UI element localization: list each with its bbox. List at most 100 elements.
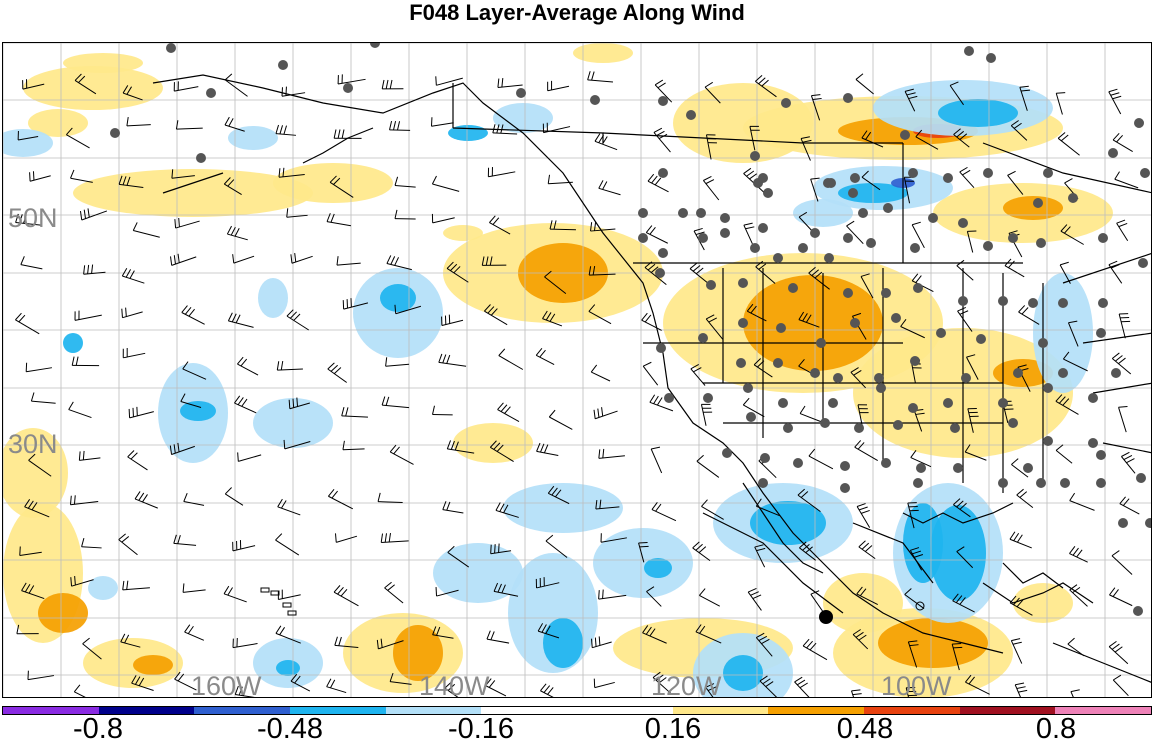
wind-barb	[857, 504, 870, 528]
wind-barb	[183, 583, 206, 592]
wind-barb	[744, 223, 754, 244]
station-marker	[696, 208, 706, 218]
station-marker	[658, 248, 668, 258]
station-marker	[788, 283, 798, 293]
wind-barb	[175, 218, 200, 228]
wind-barb	[595, 134, 617, 150]
shading-blob	[878, 618, 988, 668]
station-marker	[698, 233, 708, 243]
shading-blob	[938, 99, 1018, 127]
shading-blob	[743, 275, 883, 371]
wind-barb	[72, 357, 99, 366]
station-marker	[778, 398, 788, 408]
station-marker	[983, 241, 993, 251]
station-marker	[958, 218, 968, 228]
colorbar-label-neg-0-16: -0.16	[448, 713, 514, 746]
wind-barb	[382, 80, 403, 89]
station-marker	[916, 463, 926, 473]
wind-barb	[701, 404, 712, 425]
shading-blob	[276, 660, 300, 676]
station-marker	[1133, 606, 1143, 616]
wind-barb	[1017, 489, 1033, 507]
station-marker	[998, 398, 1008, 408]
station-marker	[763, 188, 773, 198]
station-marker	[893, 420, 903, 430]
highlight-marker	[819, 610, 833, 624]
station-marker	[910, 356, 920, 366]
island	[261, 588, 269, 592]
station-marker	[686, 110, 696, 120]
station-marker	[1008, 233, 1018, 243]
station-marker	[913, 478, 923, 488]
station-marker	[823, 178, 833, 188]
wind-barb	[228, 313, 253, 328]
wind-barb	[395, 177, 416, 187]
wind-barb	[237, 357, 258, 375]
station-marker	[928, 213, 938, 223]
station-marker	[370, 43, 380, 48]
station-marker	[706, 280, 716, 290]
station-marker	[1096, 450, 1106, 460]
station-marker	[664, 393, 674, 403]
shading-blob	[823, 573, 903, 633]
station-marker	[943, 173, 953, 183]
wind-barb	[328, 489, 352, 509]
shading-blob	[63, 53, 143, 73]
wind-barb	[548, 81, 569, 91]
station-marker	[983, 168, 993, 178]
wind-barb	[654, 128, 671, 152]
station-marker	[1058, 368, 1068, 378]
station-marker	[816, 338, 826, 348]
wind-barb	[549, 410, 572, 429]
wind-barb	[386, 357, 409, 366]
station-marker	[950, 423, 960, 433]
wind-barb	[697, 455, 719, 477]
wind-barb	[642, 313, 662, 330]
wind-barb	[599, 449, 625, 458]
station-marker	[1111, 368, 1121, 378]
wind-barb	[594, 679, 614, 688]
wind-barb	[960, 167, 974, 187]
station-marker	[343, 83, 353, 93]
colorbar-label-neg-0-48: -0.48	[257, 713, 323, 746]
station-marker	[850, 173, 860, 183]
shading-blob	[380, 284, 416, 312]
wind-barb	[174, 81, 198, 91]
wind-barb	[703, 176, 718, 200]
shading-blob	[180, 401, 216, 421]
wind-barb	[227, 226, 247, 240]
wind-barb	[69, 402, 92, 418]
wind-barb	[1119, 314, 1130, 339]
station-marker	[720, 213, 730, 223]
station-marker	[1138, 258, 1148, 268]
station-marker	[278, 60, 288, 70]
lon-label-160w: 160W	[191, 671, 262, 698]
coastline-segment	[1103, 443, 1152, 453]
station-marker	[1134, 118, 1144, 128]
station-marker	[698, 333, 708, 343]
station-marker	[1058, 298, 1068, 308]
wind-barb	[128, 451, 148, 470]
wind-barb	[851, 690, 862, 698]
station-marker	[828, 398, 838, 408]
wind-barb	[390, 445, 413, 464]
lat-label-50n: 50N	[8, 203, 58, 234]
station-marker	[1038, 338, 1048, 348]
station-marker	[881, 288, 891, 298]
wind-barb	[327, 679, 347, 693]
wind-barb	[238, 452, 261, 461]
wind-barb	[1109, 588, 1132, 606]
station-marker	[1088, 393, 1098, 403]
lon-label-140w: 140W	[419, 671, 490, 698]
wind-barb	[499, 349, 523, 370]
wind-barb	[287, 310, 309, 330]
station-marker	[743, 383, 753, 393]
station-marker	[776, 323, 786, 333]
station-marker	[758, 223, 768, 233]
station-marker	[1043, 383, 1053, 393]
colorbar-label-0-48: 0.48	[837, 713, 893, 746]
shading-blob	[1013, 583, 1073, 623]
wind-barb	[334, 585, 358, 605]
wind-barb	[233, 540, 255, 551]
shading-blob	[258, 278, 288, 318]
